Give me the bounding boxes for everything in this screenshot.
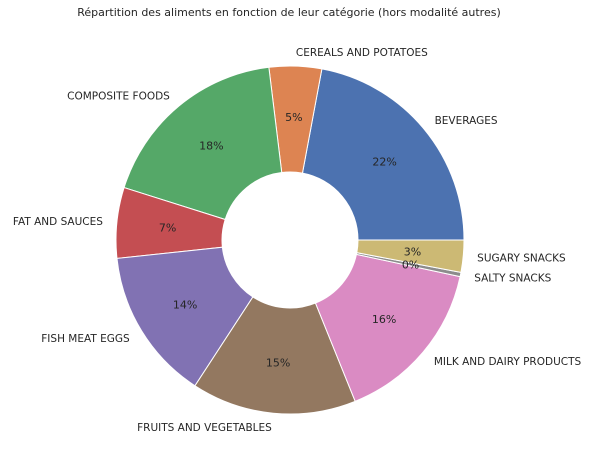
category-label-fat-and-sauces: FAT AND SAUCES	[13, 216, 103, 228]
slice-composite-foods	[123, 66, 283, 221]
category-label-fish-meat-eggs: FISH MEAT EGGS	[41, 333, 130, 345]
slice-sugary-snacks	[356, 239, 465, 273]
percent-label-salty-snacks: 0%	[402, 258, 419, 271]
category-label-fruits-and-vegetables: FRUITS AND VEGETABLES	[137, 422, 272, 434]
category-label-sugary-snacks: SUGARY SNACKS	[477, 253, 566, 265]
percent-label-milk-and-dairy-products: 16%	[372, 313, 396, 326]
chart-title: Répartition des aliments en fonction de …	[77, 6, 501, 19]
percent-label-fruits-and-vegetables: 15%	[266, 356, 290, 369]
slice-beverages	[301, 68, 465, 241]
percent-label-beverages: 22%	[372, 155, 396, 168]
category-label-cereals-and-potatoes: CEREALS AND POTATOES	[296, 47, 428, 59]
pie-slices	[115, 65, 465, 415]
slice-fruits-and-vegetables	[194, 296, 356, 415]
percent-label-composite-foods: 18%	[199, 139, 223, 152]
percent-label-cereals-and-potatoes: 5%	[285, 111, 302, 124]
percent-label-sugary-snacks: 3%	[404, 246, 421, 259]
percent-label-fat-and-sauces: 7%	[159, 222, 176, 235]
category-label-composite-foods: COMPOSITE FOODS	[67, 90, 170, 102]
category-labels: BEVERAGES CEREALS AND POTATOES COMPOSITE F…	[13, 47, 582, 434]
category-label-milk-and-dairy-products: MILK AND DAIRY PRODUCTS	[434, 356, 582, 368]
category-label-beverages: BEVERAGES	[435, 115, 498, 127]
percent-labels: 22% 5% 18% 7% 14% 15% 16% 0%3%	[159, 111, 421, 369]
slice-fish-meat-eggs	[116, 246, 254, 387]
percent-label-fish-meat-eggs: 14%	[173, 298, 197, 311]
slice-milk-and-dairy-products	[314, 253, 461, 402]
category-label-salty-snacks: SALTY SNACKS	[474, 272, 551, 284]
